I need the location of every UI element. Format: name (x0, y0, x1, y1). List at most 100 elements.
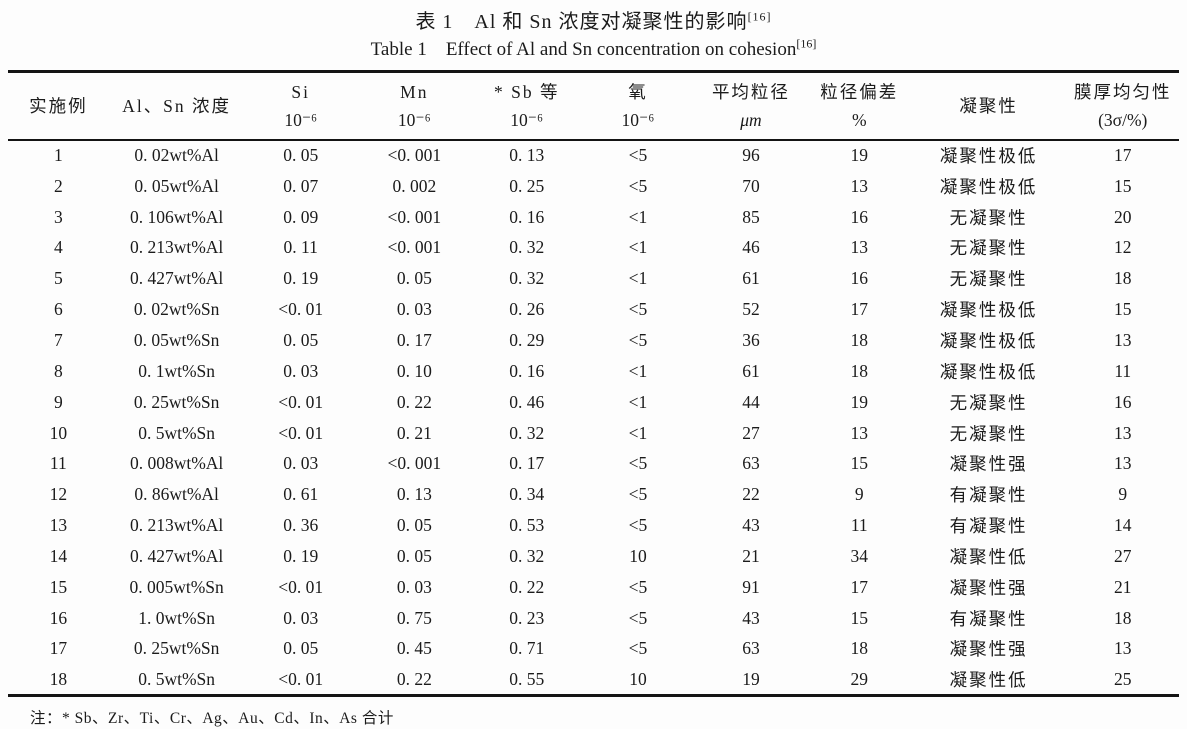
table-row: 2 0. 05wt%Al 0. 07 0. 002 0. 25 <5 70 13 凝聚性极低 15 (8, 171, 1179, 202)
header-label: Mn (400, 82, 429, 102)
column-header-al-sn-concentration: Al、Sn 浓度 (108, 71, 245, 141)
cell-cohesion: 凝聚性低 (949, 546, 1028, 567)
cell-al-sn-concentration: 0. 25wt%Sn (133, 391, 220, 412)
cell-film-thickness-uniformity: 14 (1114, 515, 1132, 536)
cell-oxygen: <1 (628, 360, 648, 381)
header-label: * Sb 等 (493, 82, 560, 102)
cell-particle-size-deviation: 18 (850, 360, 869, 381)
cell-cohesion: 无凝聚性 (949, 207, 1028, 228)
cell-sb-etc: 0. 32 (509, 545, 545, 566)
column-header-si: Si 10⁻⁶ (244, 71, 357, 141)
cell-film-thickness-uniformity: 21 (1114, 576, 1132, 597)
cell-particle-size-deviation: 15 (850, 607, 869, 628)
table-title-zh-text: 表 1 Al 和 Sn 浓度对凝聚性的影响 (415, 11, 748, 33)
cell-cohesion: 凝聚性极低 (939, 361, 1038, 382)
cell-film-thickness-uniformity: 17 (1114, 145, 1132, 166)
cell-oxygen: <1 (628, 206, 648, 227)
cell-al-sn-concentration: 0. 5wt%Sn (138, 422, 216, 443)
cell-sb-etc: 0. 32 (509, 237, 545, 258)
cell-example-no: 5 (53, 268, 63, 289)
header-unit: % (851, 110, 867, 130)
cell-example-no: 10 (49, 422, 68, 443)
cell-example-no: 7 (53, 329, 63, 350)
cell-example-no: 1 (53, 145, 63, 166)
cell-avg-particle-size: 19 (742, 668, 760, 689)
cell-si: 0. 19 (283, 545, 319, 566)
cell-avg-particle-size: 61 (742, 360, 760, 381)
cell-cohesion: 凝聚性极低 (939, 330, 1038, 351)
table-row: 5 0. 427wt%Al 0. 19 0. 05 0. 32 <1 61 16 无凝聚性 18 (8, 263, 1179, 294)
cell-particle-size-deviation: 13 (850, 422, 869, 443)
table-row: 11 0. 008wt%Al 0. 03 <0. 001 0. 17 <5 63 15 凝聚性强… (8, 448, 1179, 479)
cell-cohesion: 有凝聚性 (949, 608, 1028, 629)
table-row: 8 0. 1wt%Sn 0. 03 0. 10 0. 16 <1 61 18 凝聚性极低 11 (8, 356, 1179, 387)
cell-si: 0. 11 (283, 237, 318, 258)
cell-mn: 0. 03 (396, 299, 432, 320)
cell-si: <0. 01 (278, 576, 324, 597)
cell-mn: <0. 001 (387, 145, 442, 166)
cell-oxygen: <5 (628, 299, 648, 320)
column-header-cohesion: 凝聚性 (910, 71, 1067, 141)
cell-avg-particle-size: 96 (742, 145, 760, 166)
cell-example-no: 9 (53, 391, 63, 412)
cell-particle-size-deviation: 15 (850, 453, 869, 474)
cell-cohesion: 凝聚性强 (949, 639, 1028, 660)
cell-example-no: 11 (49, 453, 67, 474)
cell-al-sn-concentration: 0. 5wt%Sn (138, 668, 216, 689)
cell-oxygen: <5 (628, 145, 648, 166)
column-header-mn: Mn 10⁻⁶ (356, 71, 472, 141)
cell-mn: 0. 03 (396, 576, 432, 597)
cell-avg-particle-size: 36 (742, 329, 760, 350)
cell-oxygen: <5 (628, 576, 648, 597)
cell-mn: 0. 22 (396, 391, 432, 412)
cell-si: 0. 05 (283, 638, 319, 659)
cell-example-no: 6 (53, 299, 63, 320)
cell-si: 0. 05 (283, 145, 319, 166)
cell-example-no: 16 (49, 607, 68, 628)
cell-oxygen: <5 (628, 453, 648, 474)
cell-mn: 0. 10 (396, 360, 432, 381)
table-title-zh: 表 1 Al 和 Sn 浓度对凝聚性的影响[16] (8, 8, 1179, 36)
table-title-en-text: Table 1 Effect of Al and Sn concentratio… (370, 39, 797, 60)
cell-mn: 0. 75 (396, 607, 432, 628)
cell-film-thickness-uniformity: 13 (1114, 638, 1132, 659)
header-label: 粒径偏差 (820, 82, 899, 102)
header-label: 凝聚性 (959, 96, 1018, 116)
cell-si: <0. 01 (278, 299, 324, 320)
cell-particle-size-deviation: 18 (850, 638, 869, 659)
cell-film-thickness-uniformity: 15 (1114, 175, 1132, 196)
cell-mn: 0. 45 (396, 638, 432, 659)
cell-sb-etc: 0. 29 (509, 329, 545, 350)
cell-avg-particle-size: 91 (742, 576, 760, 597)
cell-cohesion: 无凝聚性 (949, 392, 1028, 413)
cell-sb-etc: 0. 32 (509, 268, 545, 289)
cell-avg-particle-size: 44 (742, 391, 760, 412)
cell-oxygen: 10 (629, 545, 647, 566)
citation-ref-en: [16] (796, 36, 817, 51)
cell-al-sn-concentration: 0. 05wt%Al (134, 175, 219, 196)
table-row: 15 0. 005wt%Sn <0. 01 0. 03 0. 22 <5 91 17 凝聚性强 2… (8, 572, 1179, 603)
table-footnote: 注：* Sb、Zr、Ti、Cr、Ag、Au、Cd、In、As 合计 (30, 709, 394, 727)
header-row: 实施例 Al、Sn 浓度 Si 10⁻⁶ Mn 10⁻⁶ * Sb 等 (8, 71, 1179, 141)
cell-particle-size-deviation: 34 (850, 545, 869, 566)
cell-mn: <0. 001 (387, 206, 442, 227)
cell-sb-etc: 0. 17 (509, 453, 545, 474)
cell-example-no: 18 (49, 668, 68, 689)
cell-particle-size-deviation: 19 (850, 145, 869, 166)
cell-avg-particle-size: 70 (742, 175, 760, 196)
cell-cohesion: 凝聚性强 (949, 454, 1028, 475)
citation-ref-zh: [16] (747, 9, 772, 24)
cell-film-thickness-uniformity: 16 (1114, 391, 1132, 412)
cell-particle-size-deviation: 29 (850, 668, 869, 689)
table-row: 17 0. 25wt%Sn 0. 05 0. 45 0. 71 <5 63 18 凝聚性强 13 (8, 634, 1179, 665)
cell-oxygen: <1 (628, 391, 648, 412)
cell-oxygen: <1 (628, 268, 648, 289)
cell-cohesion: 有凝聚性 (949, 485, 1028, 506)
cell-si: 0. 61 (283, 484, 319, 505)
cell-oxygen: <5 (628, 175, 648, 196)
cell-sb-etc: 0. 32 (509, 422, 545, 443)
table-row: 9 0. 25wt%Sn <0. 01 0. 22 0. 46 <1 44 19 无凝聚性 16 (8, 387, 1179, 418)
cell-film-thickness-uniformity: 13 (1114, 329, 1132, 350)
cell-film-thickness-uniformity: 13 (1114, 422, 1132, 443)
